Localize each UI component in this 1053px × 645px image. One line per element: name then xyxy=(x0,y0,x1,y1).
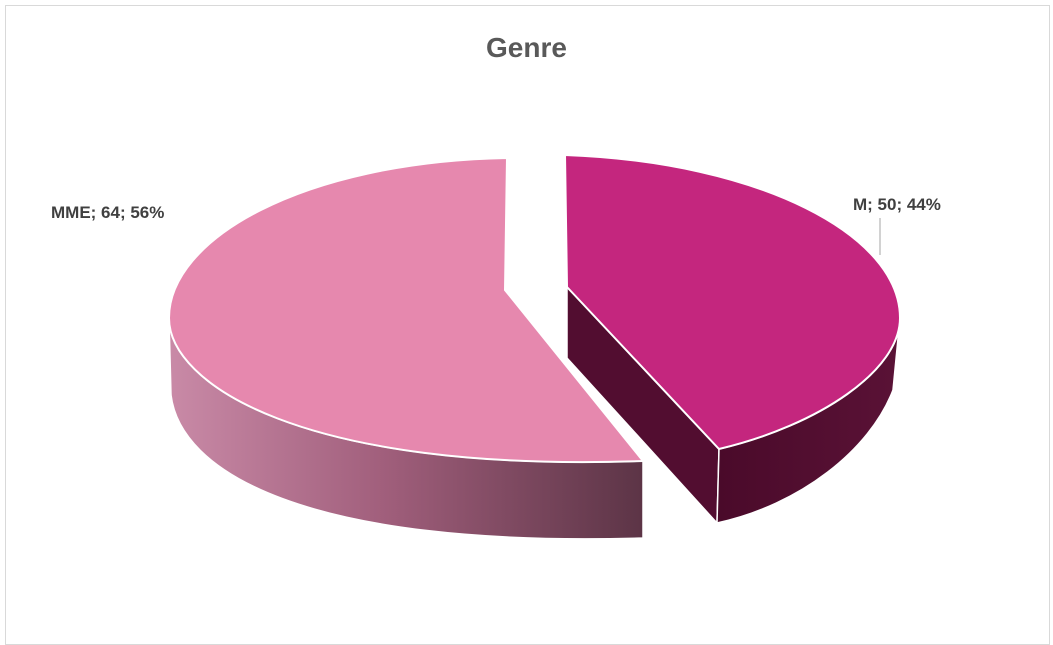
data-label-m: M; 50; 44% xyxy=(853,195,941,214)
pie-slice-m-top xyxy=(563,153,902,451)
chart-title: Genre xyxy=(486,32,567,63)
pie-slice-mme xyxy=(167,156,646,540)
data-label-mme: MME; 64; 56% xyxy=(51,203,164,222)
pie-slice-m xyxy=(563,153,902,525)
pie-slice-mme-top xyxy=(167,156,646,463)
